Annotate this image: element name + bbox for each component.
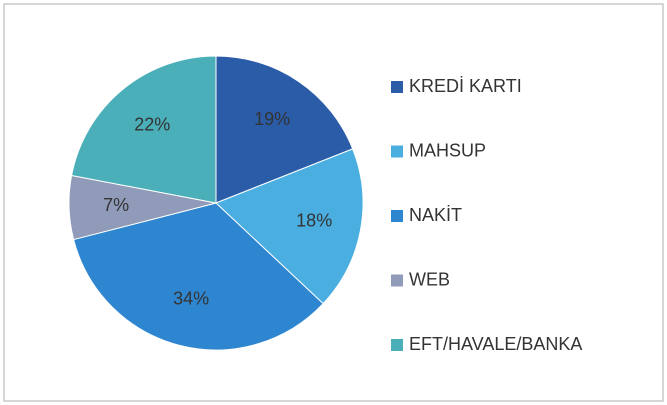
pie-slice [215,148,364,305]
pie-slice [71,55,217,204]
legend-label: EFT/HAVALE/BANKA [409,334,582,354]
legend-label: KREDİ KARTI [409,76,522,96]
legend-swatch [391,145,403,158]
pie-slice [215,55,354,204]
legend-swatch [391,210,403,222]
legend-swatch [391,339,403,351]
legend-label: NAKİT [409,205,462,225]
data-label: 34% [173,289,209,309]
data-label: 7% [103,195,129,215]
legend-label: MAHSUP [409,140,486,160]
data-label: 18% [296,210,332,230]
data-label: 19% [254,109,290,129]
legend-swatch [391,81,403,93]
data-label: 22% [134,115,170,135]
legend-label: WEB [409,269,450,289]
legend-swatch [391,274,403,287]
pie-slice [73,202,324,351]
